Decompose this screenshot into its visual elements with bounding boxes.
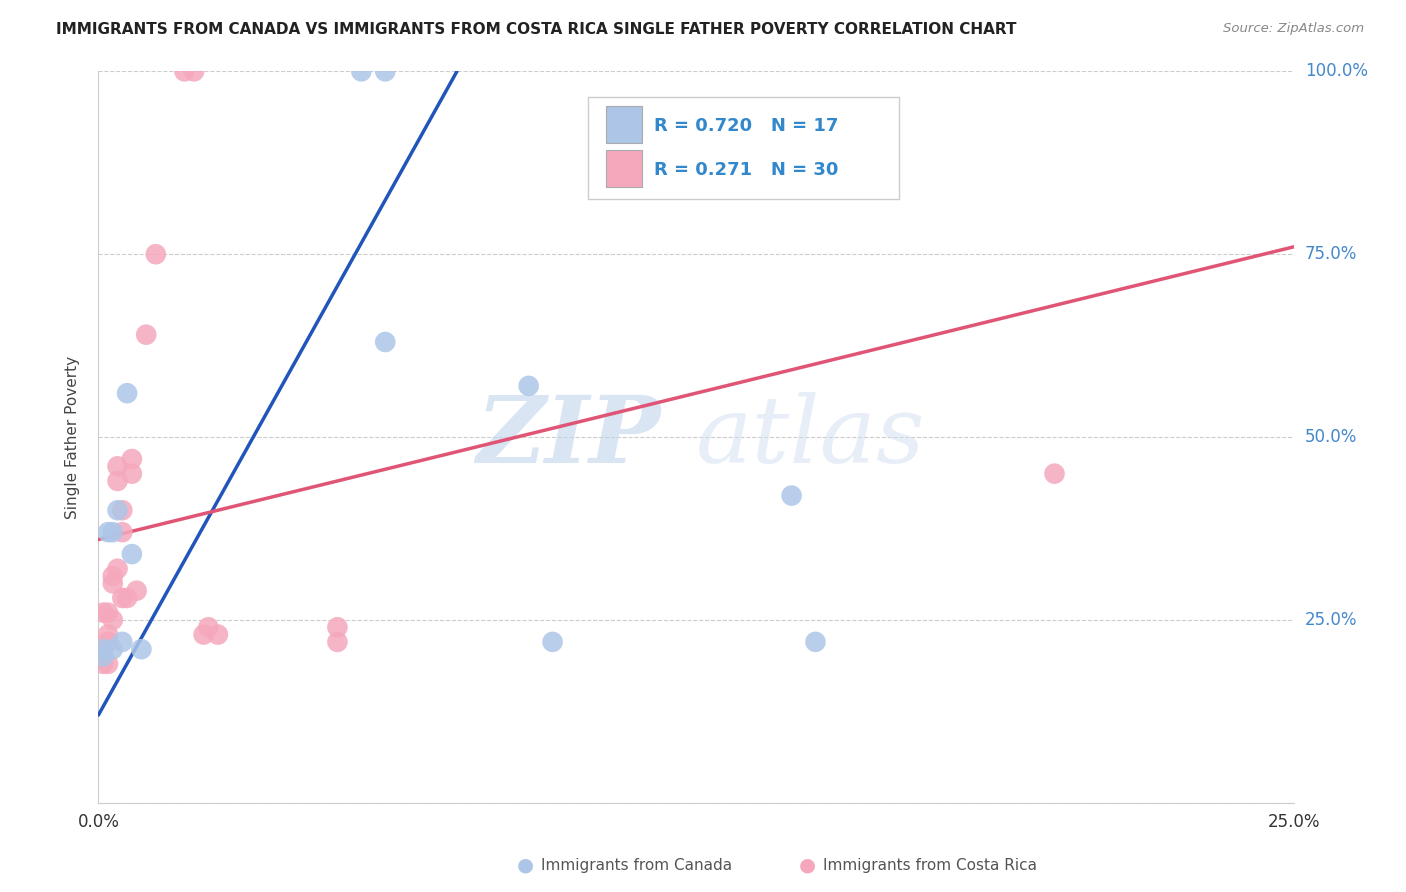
Point [541,635,564,649]
Point [97,635,120,649]
Point [107,503,129,517]
Point [101,642,124,657]
Text: 100.0%: 100.0% [1305,62,1368,80]
Point [326,635,349,649]
Point [91,606,114,620]
Point [115,591,138,605]
Text: atlas: atlas [696,392,925,482]
Point [517,379,540,393]
Point [97,657,120,671]
Point [780,489,803,503]
Point [111,635,134,649]
Point [111,525,134,540]
Point [804,635,827,649]
Point [374,334,396,349]
Y-axis label: Single Father Poverty: Single Father Poverty [65,356,80,518]
Point [121,467,143,481]
Point [101,525,124,540]
FancyBboxPatch shape [588,97,900,200]
Text: 75.0%: 75.0% [1305,245,1357,263]
Point [101,613,124,627]
Text: ●: ● [799,855,815,875]
Point [173,64,195,78]
Point [121,452,143,467]
Bar [606,151,643,187]
Text: 50.0%: 50.0% [1305,428,1357,446]
Point [207,627,229,641]
Point [1043,467,1066,481]
Point [197,620,219,634]
Point [135,327,157,342]
Point [107,562,129,576]
Point [91,649,114,664]
Point [107,459,129,474]
Point [111,503,134,517]
Point [91,657,114,671]
Point [101,576,124,591]
Point [91,649,114,664]
Text: Source: ZipAtlas.com: Source: ZipAtlas.com [1223,22,1364,36]
Point [107,474,129,488]
Text: R = 0.720   N = 17: R = 0.720 N = 17 [654,117,838,135]
Point [97,627,120,641]
Point [97,606,120,620]
Point [121,547,143,561]
Text: ●: ● [517,855,534,875]
Text: R = 0.271   N = 30: R = 0.271 N = 30 [654,161,838,178]
Point [101,569,124,583]
Point [91,642,114,657]
Text: Immigrants from Costa Rica: Immigrants from Costa Rica [823,858,1036,872]
Text: IMMIGRANTS FROM CANADA VS IMMIGRANTS FROM COSTA RICA SINGLE FATHER POVERTY CORRE: IMMIGRANTS FROM CANADA VS IMMIGRANTS FRO… [56,22,1017,37]
Text: Immigrants from Canada: Immigrants from Canada [541,858,733,872]
Point [374,64,396,78]
Point [131,642,153,657]
Point [125,583,148,598]
Point [111,591,134,605]
Bar [606,106,643,143]
Point [97,525,120,540]
Point [115,386,138,401]
Point [326,620,349,634]
Text: 25.0%: 25.0% [1305,611,1357,629]
Point [193,627,215,641]
Text: ZIP: ZIP [475,392,661,482]
Point [145,247,167,261]
Point [183,64,205,78]
Point [350,64,373,78]
